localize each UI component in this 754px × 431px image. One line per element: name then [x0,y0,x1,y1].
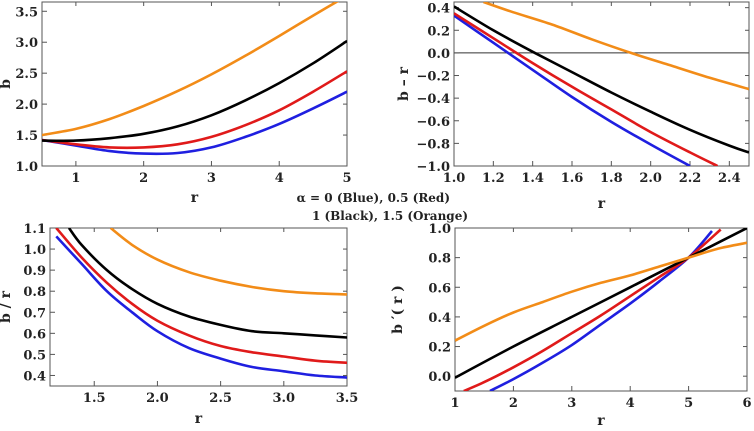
y-tick-label: 1.0 [23,243,46,258]
x-tick-label: 1.6 [561,171,584,186]
y-tick-label: 0.8 [428,252,451,267]
x-tick-label: 2.4 [718,171,741,186]
series-line-blue [489,230,713,391]
legend: α = 0 (Blue), 0.5 (Red) 1 (Black), 1.5 (… [297,191,468,223]
y-tick-label: −0.2 [416,70,450,85]
x-tick-label: 3 [567,396,576,411]
series-line-orange [455,241,747,342]
y-tick-label: 0.7 [23,306,46,321]
y-axis-label: b – r [396,66,412,101]
y-axis-label: b ′( r ) [390,285,406,334]
x-axis-label: r [597,413,605,429]
x-tick-label: 5 [342,171,351,186]
x-axis-label: r [598,196,606,212]
x-tick-label: 3.5 [336,391,359,406]
x-tick-label: 1.5 [83,391,106,406]
y-tick-label: 0.2 [428,341,451,356]
x-tick-label: 4 [275,171,284,186]
series-line-black [42,39,347,143]
series-line-red [454,12,719,166]
x-tick-label: 1.8 [600,171,623,186]
x-tick-label: 2 [139,171,148,186]
plot-frame [453,1,750,167]
x-tick-label: 1.2 [482,171,505,186]
x-tick-label: 2 [509,396,518,411]
y-tick-label: 0.6 [23,327,46,342]
x-tick-label: 2.2 [679,171,702,186]
series-line-blue [55,235,347,379]
x-tick-label: 1 [450,396,459,411]
y-tick-label: 1.0 [15,160,38,175]
x-tick-label: 5 [684,396,693,411]
y-tick-label: 3.0 [15,36,38,51]
x-tick-label: 1.0 [443,171,466,186]
y-tick-label: 0.4 [428,311,451,326]
series-line-orange [109,228,347,296]
y-axis-label: b / r [0,290,14,323]
series-line-black [455,228,747,379]
panel-b-vs-r: 1 2 3 4 5 1.0 1.5 2.0 2.5 3.0 3.5 r b [0,1,352,206]
y-tick-label: 0.6 [428,281,451,296]
y-tick-label: 0.0 [428,370,451,385]
y-tick-label: 0.8 [23,285,46,300]
plot-frame [49,227,348,387]
x-tick-label: 6 [742,396,751,411]
x-tick-label: 4 [626,396,635,411]
plot-frame [41,1,348,167]
panel-b-minus-r: 1.0 1.2 1.4 1.6 1.8 2.0 2.2 2.4 −1.0 −0.8 −0.6 −0.4… [396,1,750,212]
x-tick-label: 3.0 [272,391,295,406]
y-tick-label: 2.5 [15,67,38,82]
x-tick-label: 1 [71,171,80,186]
x-tick-label: 2.0 [639,171,662,186]
y-tick-label: −0.4 [416,92,450,107]
series-line-red [42,70,347,150]
y-tick-label: −1.0 [416,160,450,175]
y-tick-label: 1.1 [23,222,46,237]
x-tick-label: 2.0 [146,391,169,406]
y-tick-label: 0.5 [23,348,46,363]
y-tick-label: 0.0 [427,47,450,62]
legend-line-2: 1 (Black), 1.5 (Orange) [312,209,468,223]
series-line-black [67,228,347,339]
y-tick-label: 1.0 [428,222,451,237]
y-tick-label: −0.8 [416,137,450,152]
y-tick-label: 1.5 [15,129,38,144]
plot-frame [454,227,748,392]
series-line-red [463,228,722,391]
panel-b-over-r: 1.5 2.0 2.5 3.0 3.5 0.4 0.5 0.6 0.7 0.8 0.9 1.0 1.1 r… [0,222,358,427]
legend-line-1: α = 0 (Blue), 0.5 (Red) [297,191,450,205]
series-line-orange [483,2,749,91]
y-tick-label: 0.9 [23,264,46,279]
x-axis-label: r [191,190,199,206]
y-tick-label: −0.6 [416,115,450,130]
series-line-blue [42,90,347,156]
series-line-blue [454,14,691,166]
x-tick-label: 2.5 [209,391,232,406]
series-line-red [55,228,347,365]
y-axis-label: b [0,79,14,89]
y-tick-label: 0.4 [23,369,46,384]
x-tick-label: 1.4 [521,171,544,186]
y-tick-label: 2.0 [15,98,38,113]
series-line-black [454,5,749,154]
y-tick-label: 0.2 [427,24,450,39]
y-tick-label: 0.4 [427,2,450,17]
y-tick-label: 3.5 [15,5,38,20]
x-axis-label: r [195,411,203,427]
series-line-orange [42,2,339,137]
panel-b-prime: 1 2 3 4 5 6 0.0 0.2 0.4 0.6 0.8 1.0 r b ′( r ) [390,222,752,429]
x-tick-label: 3 [207,171,216,186]
